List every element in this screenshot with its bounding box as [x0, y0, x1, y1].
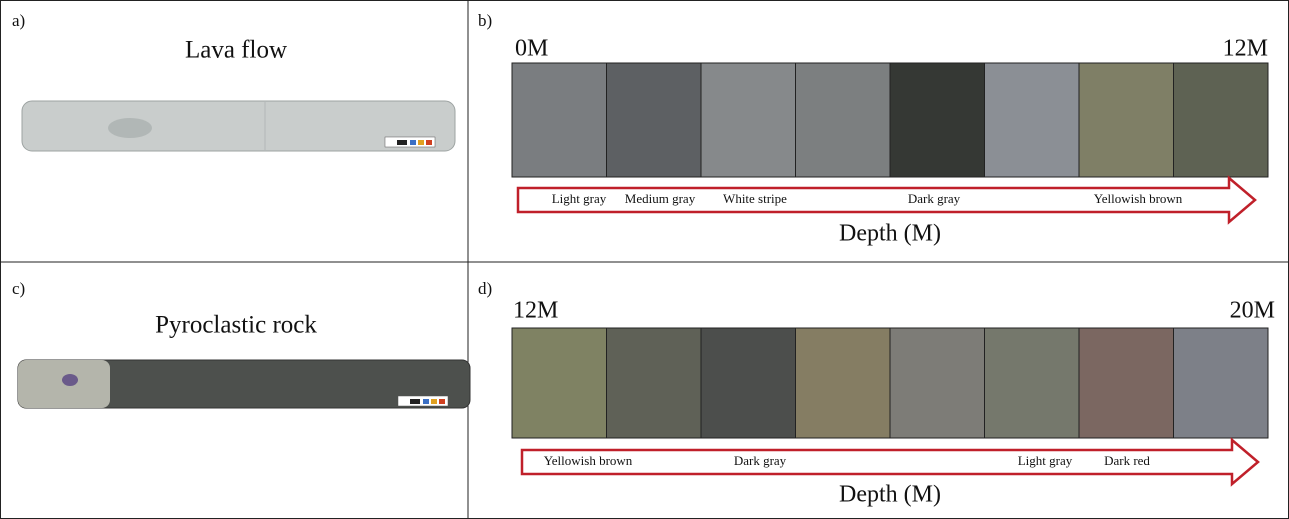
arrow-label: Yellowish brown: [544, 453, 633, 468]
core-photo: [890, 63, 985, 177]
panel-title: Lava flow: [185, 37, 287, 64]
lava-core: [22, 101, 455, 151]
arrow-label: Dark gray: [734, 453, 787, 468]
panel-label: b): [478, 11, 492, 30]
core-photo: [890, 328, 985, 438]
arrow-label: Light gray: [552, 191, 607, 206]
core-photo: [607, 328, 702, 438]
core-photo: [985, 328, 1080, 438]
panel-title: Pyroclastic rock: [155, 312, 317, 339]
arrow-label: White stripe: [723, 191, 787, 206]
core-photo: [1079, 63, 1174, 177]
core-photo: [1174, 328, 1269, 438]
axis-label: Depth (M): [839, 221, 941, 247]
core-photo: [512, 328, 607, 438]
depth-start: 12M: [513, 298, 558, 324]
arrow-label: Dark red: [1104, 453, 1150, 468]
core-photo: [701, 63, 796, 177]
core-photo: [796, 63, 891, 177]
figure: a) Lava flow b) 0M 12M Light gray Medium gray W…: [0, 0, 1289, 519]
core-photo: [1174, 63, 1269, 177]
depth-end: 20M: [1230, 298, 1275, 324]
depth-end: 12M: [1223, 36, 1268, 62]
pyroclastic-core: [18, 360, 470, 408]
panel-label: c): [12, 279, 25, 298]
panel-label: d): [478, 279, 492, 298]
core-photo: [1079, 328, 1174, 438]
core-photo: [512, 63, 607, 177]
core-photo: [985, 63, 1080, 177]
core-photo: [607, 63, 702, 177]
arrow-label: Light gray: [1018, 453, 1073, 468]
arrow-label: Medium gray: [625, 191, 696, 206]
arrow-label: Dark gray: [908, 191, 961, 206]
core-photo: [796, 328, 891, 438]
core-photo: [701, 328, 796, 438]
panel-label: a): [12, 11, 25, 30]
depth-start: 0M: [515, 36, 548, 62]
arrow-label: Yellowish brown: [1094, 191, 1183, 206]
axis-label: Depth (M): [839, 482, 941, 508]
